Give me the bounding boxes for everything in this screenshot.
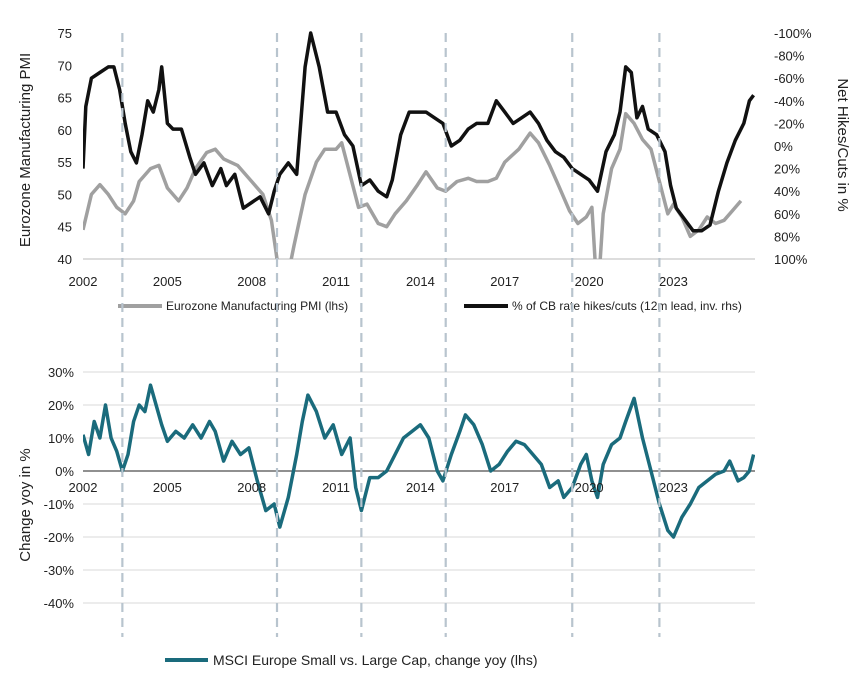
period-markers bbox=[121, 33, 661, 637]
bottom-panel: 30% 20% 10% 0% -10% -20% -30% -40% 2002 2005 2008… bbox=[17, 365, 755, 611]
top-left-y-tick: 40 bbox=[58, 252, 72, 267]
top-x-tick: 2017 bbox=[490, 274, 519, 289]
top-x-tick: 2020 bbox=[575, 274, 604, 289]
bottom-x-tick: 2020 bbox=[575, 480, 604, 495]
msci-series-line bbox=[83, 383, 755, 539]
legend-cb-label: % of CB rate hikes/cuts (12m lead, inv. … bbox=[512, 299, 742, 313]
top-right-y-tick: -20% bbox=[774, 116, 805, 131]
top-x-tick: 2023 bbox=[659, 274, 688, 289]
top-panel: 75 70 65 60 55 50 45 40 -100% -80% -60% -40% -20% 0%… bbox=[17, 26, 851, 289]
bottom-y-tick: 30% bbox=[48, 365, 74, 380]
bottom-y-tick: -30% bbox=[44, 563, 75, 578]
bottom-x-tick: 2005 bbox=[153, 480, 182, 495]
top-left-y-tick: 45 bbox=[58, 220, 72, 235]
top-right-y-tick: 0% bbox=[774, 139, 793, 154]
top-right-y-title: Net Hikes/Cuts in % bbox=[834, 78, 851, 211]
top-x-tick: 2002 bbox=[69, 274, 98, 289]
bottom-y-tick: 0% bbox=[55, 464, 74, 479]
bottom-gridlines bbox=[83, 371, 755, 604]
bottom-x-tick: 2017 bbox=[490, 480, 519, 495]
bottom-x-tick: 2011 bbox=[322, 480, 350, 495]
legend-bottom: MSCI Europe Small vs. Large Cap, change … bbox=[165, 652, 537, 668]
top-left-y-ticks: 75 70 65 60 55 50 45 40 bbox=[58, 26, 72, 267]
top-series bbox=[83, 31, 755, 259]
legend-pmi-label: Eurozone Manufacturing PMI (lhs) bbox=[166, 299, 348, 313]
bottom-x-tick: 2008 bbox=[237, 480, 266, 495]
top-right-y-ticks: -100% -80% -60% -40% -20% 0% 20% 40% 60% 80% 100% bbox=[774, 26, 812, 267]
top-left-y-title: Eurozone Manufacturing PMI bbox=[17, 53, 34, 247]
top-left-y-tick: 55 bbox=[58, 155, 72, 170]
top-left-y-tick: 65 bbox=[58, 91, 72, 106]
top-right-y-tick: -100% bbox=[774, 26, 812, 41]
top-x-tick: 2005 bbox=[153, 274, 182, 289]
top-x-ticks: 2002 2005 2008 2011 2014 2017 2020 2023 bbox=[69, 274, 688, 289]
top-right-y-tick: -40% bbox=[774, 94, 805, 109]
bottom-y-tick: 10% bbox=[48, 431, 74, 446]
top-right-y-tick: -80% bbox=[774, 49, 805, 64]
pmi-series-line bbox=[83, 111, 743, 259]
top-x-tick: 2014 bbox=[406, 274, 435, 289]
bottom-x-tick: 2014 bbox=[406, 480, 435, 495]
top-left-y-tick: 70 bbox=[58, 58, 72, 73]
bottom-y-tick: -20% bbox=[44, 530, 75, 545]
top-left-y-tick: 75 bbox=[58, 26, 72, 41]
bottom-y-tick: -10% bbox=[44, 497, 75, 512]
bottom-y-title: Change yoy in % bbox=[17, 448, 34, 561]
legend-top: Eurozone Manufacturing PMI (lhs) % of CB… bbox=[118, 299, 742, 313]
bottom-y-tick: -40% bbox=[44, 596, 75, 611]
top-right-y-tick: 80% bbox=[774, 229, 800, 244]
top-right-y-tick: 60% bbox=[774, 207, 800, 222]
bottom-x-tick: 2023 bbox=[659, 480, 688, 495]
top-right-y-tick: 20% bbox=[774, 162, 800, 177]
bottom-y-ticks: 30% 20% 10% 0% -10% -20% -30% -40% bbox=[44, 365, 75, 611]
bottom-y-tick: 20% bbox=[48, 398, 74, 413]
bottom-x-ticks: 2002 2005 2008 2011 2014 2017 2020 2023 bbox=[69, 480, 688, 495]
bottom-x-tick: 2002 bbox=[69, 480, 98, 495]
top-right-y-tick: -60% bbox=[774, 71, 805, 86]
bottom-series bbox=[83, 383, 755, 539]
top-x-tick: 2008 bbox=[237, 274, 266, 289]
legend-msci-label: MSCI Europe Small vs. Large Cap, change … bbox=[213, 652, 537, 668]
top-right-y-tick: 40% bbox=[774, 184, 800, 199]
top-right-y-tick: 100% bbox=[774, 252, 808, 267]
cb-series-line bbox=[83, 31, 755, 233]
top-left-y-tick: 60 bbox=[58, 123, 72, 138]
top-x-tick: 2011 bbox=[322, 274, 350, 289]
top-left-y-tick: 50 bbox=[58, 187, 72, 202]
